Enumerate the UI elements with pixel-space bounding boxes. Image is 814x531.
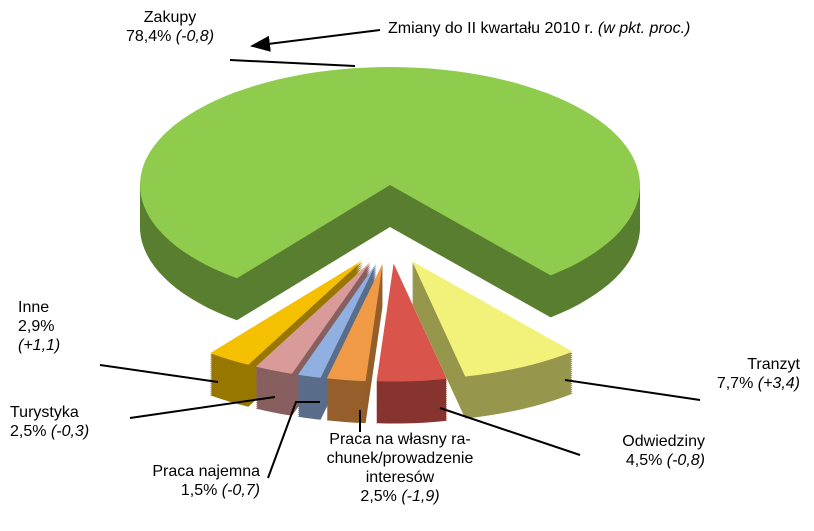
leader-line bbox=[564, 379, 701, 401]
value-label: 1,5% bbox=[180, 482, 218, 499]
slice-top bbox=[412, 261, 573, 377]
change-row: (+1,1) bbox=[18, 336, 98, 355]
value-row: 1,5% (-0,7) bbox=[100, 481, 260, 500]
slice bbox=[140, 67, 640, 321]
slice bbox=[412, 261, 573, 419]
category-label: Inne bbox=[18, 299, 50, 316]
category-label: Tranzyt bbox=[747, 356, 800, 373]
annotation-text: Zmiany do II kwartału 2010 r. bbox=[388, 20, 594, 37]
value-row: 7,7% (+3,4) bbox=[640, 374, 800, 393]
data-label: Zakupy 78,4% (-0,8) bbox=[105, 8, 235, 46]
annotation: Zmiany do II kwartału 2010 r. (w pkt. pr… bbox=[388, 20, 690, 38]
slice-top bbox=[255, 261, 371, 374]
category-label: Zakupy bbox=[143, 9, 197, 26]
slice bbox=[326, 263, 383, 424]
value-label: 2,9% bbox=[18, 318, 55, 335]
category-label: Turystyka bbox=[10, 404, 79, 421]
leader-line bbox=[129, 396, 276, 419]
leader-line bbox=[439, 407, 581, 456]
change-label: (+3,4) bbox=[757, 375, 800, 392]
category-label: Odwiedziny bbox=[622, 433, 705, 450]
data-label: Turystyka 2,5% (-0,3) bbox=[10, 403, 130, 441]
value-row: 2,5% (-1,9) bbox=[290, 487, 510, 506]
value-label: 4,5% bbox=[625, 452, 663, 469]
change-label: (-0,3) bbox=[50, 423, 90, 440]
data-label: Odwiedziny 4,5% (-0,8) bbox=[575, 432, 705, 470]
annotation-arrow bbox=[250, 29, 381, 52]
leader-line bbox=[267, 401, 320, 479]
leader-line bbox=[229, 59, 356, 67]
slice bbox=[376, 263, 447, 424]
category-label: Praca najemna bbox=[152, 463, 260, 480]
value-row: 78,4% (-0,8) bbox=[105, 27, 235, 46]
value-row: 4,5% (-0,8) bbox=[575, 451, 705, 470]
leader-line bbox=[99, 364, 219, 383]
data-label: Praca najemna 1,5% (-0,7) bbox=[100, 462, 260, 500]
change-label: (-1,9) bbox=[401, 488, 440, 505]
data-label: Tranzyt 7,7% (+3,4) bbox=[640, 355, 800, 393]
category-label: Praca na własny ra- chunek/prowadzenie i… bbox=[326, 431, 474, 486]
change-label: (-0,8) bbox=[175, 28, 215, 45]
value-label: 78,4% bbox=[125, 28, 172, 45]
value-label: 7,7% bbox=[716, 375, 754, 392]
value-label: 2,5% bbox=[10, 423, 47, 440]
slice-top bbox=[376, 263, 447, 382]
change-label: (+1,1) bbox=[18, 337, 61, 354]
slice-top bbox=[140, 67, 640, 279]
data-label: Inne 2,9% (+1,1) bbox=[18, 298, 98, 355]
value-label: 2,5% bbox=[360, 488, 397, 505]
value-row: 2,5% (-0,3) bbox=[10, 422, 130, 441]
value-row: 2,9% bbox=[18, 317, 98, 336]
annotation-note: (w pkt. proc.) bbox=[597, 20, 691, 37]
data-label: Praca na własny ra- chunek/prowadzenie i… bbox=[290, 430, 510, 506]
slice-top bbox=[298, 262, 377, 378]
slice-top bbox=[326, 263, 383, 382]
change-label: (-0,8) bbox=[666, 452, 705, 469]
slice-top bbox=[210, 259, 364, 365]
change-label: (-0,7) bbox=[221, 482, 260, 499]
